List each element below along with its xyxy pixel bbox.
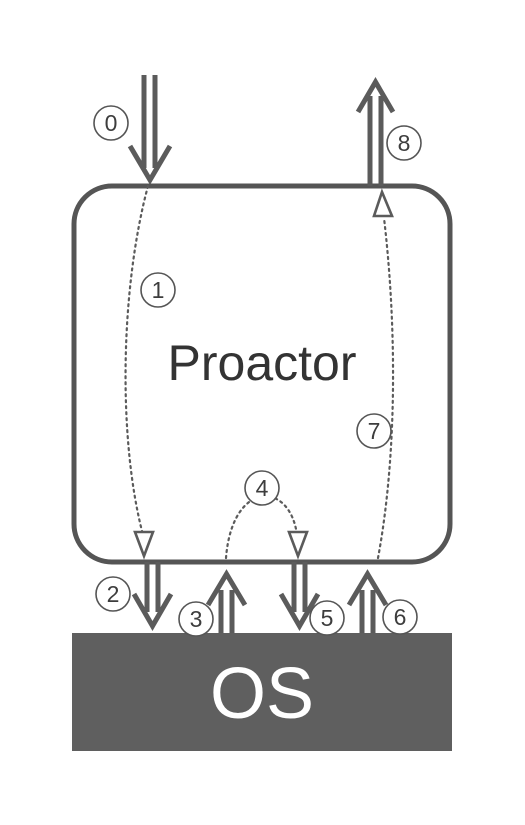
step-marker-6: 6 <box>382 599 418 635</box>
svg-text:1: 1 <box>152 277 165 303</box>
arrow-6-from-os <box>346 569 389 633</box>
svg-text:5: 5 <box>321 605 334 631</box>
svg-text:4: 4 <box>256 475 269 501</box>
step-marker-5: 5 <box>309 600 345 636</box>
arrow-5-to-os <box>278 562 321 631</box>
svg-text:6: 6 <box>394 604 407 630</box>
svg-text:8: 8 <box>398 130 411 156</box>
svg-text:0: 0 <box>105 110 118 136</box>
arrow-3-from-os <box>205 569 248 633</box>
flow-7-path <box>376 216 395 560</box>
arrow-2-to-os <box>131 562 174 631</box>
arrow-8-outgoing <box>355 77 396 186</box>
arrow-0-incoming <box>127 75 173 185</box>
step-marker-3: 3 <box>178 601 214 637</box>
flow-1-head <box>133 530 155 560</box>
flow-7-head <box>372 188 394 218</box>
step-marker-4: 4 <box>244 470 280 506</box>
svg-text:7: 7 <box>368 418 381 444</box>
step-marker-2: 2 <box>95 576 131 612</box>
os-block <box>72 633 452 751</box>
step-marker-7: 7 <box>356 413 392 449</box>
flow-4-head <box>287 530 309 560</box>
os-label: OS <box>210 654 314 734</box>
step-marker-1: 1 <box>140 272 176 308</box>
proactor-label: Proactor <box>168 335 357 391</box>
flow-1-path <box>124 184 150 537</box>
step-marker-0: 0 <box>93 105 129 141</box>
step-marker-8: 8 <box>386 125 422 161</box>
svg-text:2: 2 <box>107 581 120 607</box>
svg-text:3: 3 <box>190 606 203 632</box>
flow-4-path <box>224 495 299 560</box>
